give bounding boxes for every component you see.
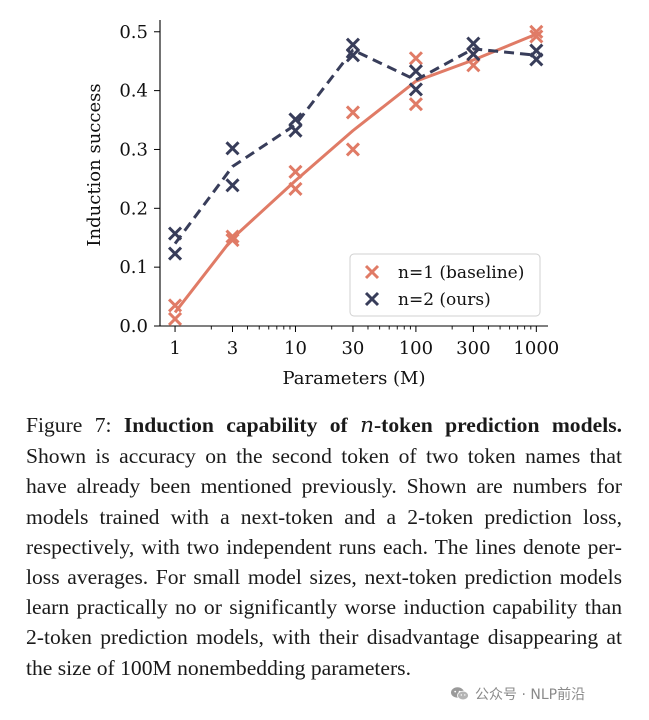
y-axis-title: Induction success [84, 83, 105, 246]
point-n2-run2 [466, 47, 481, 62]
marker-stroke [288, 181, 303, 196]
point-n2-run2 [288, 123, 303, 138]
legend-marker-n1 [364, 264, 380, 280]
marker-stroke [225, 141, 240, 156]
marker-stroke [408, 64, 423, 79]
point-n1-run1 [529, 24, 544, 39]
marker-stroke [345, 105, 360, 120]
point-n1-run1 [408, 51, 423, 66]
marker-stroke [408, 82, 423, 97]
axes-layer: 0.0 0.1 0.2 0.3 0.4 0.5 1 3 10 30 100 300 1000 Parame… [84, 20, 559, 389]
point-n1-run2 [345, 142, 360, 157]
point-n1-run2 [288, 181, 303, 196]
marker-stroke [466, 36, 481, 51]
wechat-icon [451, 687, 469, 701]
legend-label-n2: n=2 (ours) [398, 290, 491, 310]
caption-body: Shown is accuracy on the second token of… [26, 444, 622, 680]
point-n2-run2 [345, 48, 360, 63]
marker-stroke [529, 29, 544, 44]
marker-stroke [225, 178, 240, 193]
caption-label: Figure 7: [26, 413, 124, 437]
marker-stroke [345, 48, 360, 63]
series-layer [167, 24, 544, 326]
marker-stroke [167, 298, 183, 313]
point-n2-run2 [167, 246, 183, 261]
marker-stroke [529, 52, 544, 67]
point-n2-run1 [167, 226, 183, 241]
point-n1-run1 [167, 298, 183, 313]
series-line-n2 [173, 47, 537, 245]
y-tick-label: 0.3 [119, 139, 148, 160]
marker-stroke [288, 112, 303, 127]
marker-stroke [408, 97, 423, 112]
marker-stroke [345, 37, 360, 52]
marker-stroke [167, 226, 183, 241]
marker-stroke [364, 264, 380, 280]
x-tick-label: 1 [169, 338, 180, 359]
x-tick-label: 3 [227, 338, 238, 359]
legend-label-n1: n=1 (baseline) [398, 263, 524, 283]
point-n1-run1 [225, 229, 240, 244]
point-n2-run2 [225, 178, 240, 193]
x-axis-title: Parameters (M) [282, 368, 425, 389]
marker-stroke [345, 142, 360, 157]
marker-stroke [225, 233, 240, 248]
induction-chart: 0.0 0.1 0.2 0.3 0.4 0.5 1 3 10 30 100 300 1000 Parame… [84, 20, 559, 389]
x-tick-label: 1000 [513, 338, 559, 359]
x-tick-label: 10 [284, 338, 307, 359]
y-tick-label: 0.0 [119, 316, 148, 337]
point-n2-run1 [288, 112, 303, 127]
marker-stroke [225, 229, 240, 244]
caption-variable-n: n [360, 413, 374, 438]
point-n2-run1 [466, 36, 481, 51]
y-tick-label: 0.4 [119, 81, 148, 102]
x-tick-label: 100 [399, 338, 433, 359]
x-tick-label: 30 [341, 338, 364, 359]
marker-stroke [167, 311, 183, 326]
marker-stroke [288, 164, 303, 179]
point-n1-run2 [408, 97, 423, 112]
point-n2-run2 [529, 52, 544, 67]
point-n1-run2 [529, 29, 544, 44]
y-tick-label: 0.5 [119, 22, 148, 43]
caption-title-part1: Induction capability of [123, 413, 361, 437]
point-n1-run2 [167, 311, 183, 326]
marker-stroke [364, 291, 380, 307]
point-n1-run1 [345, 105, 360, 120]
watermark: 公众号 · NLP前沿 [446, 682, 590, 706]
point-n1-run2 [225, 233, 240, 248]
watermark-text: 公众号 · NLP前沿 [475, 687, 586, 703]
marker-stroke [288, 123, 303, 138]
legend-marker-n2 [364, 291, 380, 307]
point-n2-run2 [408, 82, 423, 97]
y-tick-label: 0.1 [119, 257, 148, 278]
marker-stroke [167, 246, 183, 261]
y-tick-label: 0.2 [119, 198, 148, 219]
marker-stroke [466, 58, 481, 73]
point-n2-run1 [408, 64, 423, 79]
point-n2-run1 [225, 141, 240, 156]
legend-box [349, 253, 541, 317]
figure-caption: Figure 7: Induction capability of n-toke… [26, 410, 622, 683]
marker-stroke [529, 24, 544, 39]
marker-stroke [466, 47, 481, 62]
legend: n=1 (baseline) n=2 (ours) [349, 253, 541, 317]
caption-title-part2: -token prediction models. [373, 413, 622, 437]
point-n1-run2 [466, 58, 481, 73]
point-n2-run1 [345, 37, 360, 52]
point-n1-run1 [288, 164, 303, 179]
x-tick-label: 300 [456, 338, 490, 359]
marker-stroke [408, 51, 423, 66]
